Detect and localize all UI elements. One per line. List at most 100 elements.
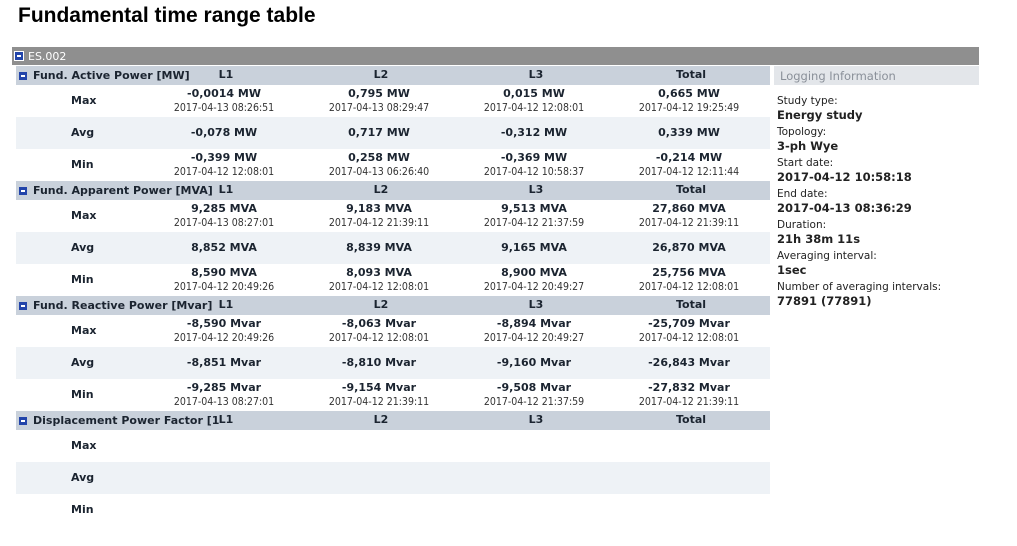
table-cell: 0,258 MW 2017-04-13 06:26:40: [304, 151, 454, 179]
collapse-icon[interactable]: [18, 415, 28, 426]
logging-info-item: Start date: 2017-04-12 10:58:18: [774, 157, 979, 184]
logging-info-value: 2017-04-13 08:36:29: [777, 201, 912, 215]
collapse-icon[interactable]: [18, 70, 28, 81]
cell-value: -8,810 Mvar: [341, 356, 417, 369]
cell-timestamp: 2017-04-12 19:25:49: [638, 102, 740, 114]
cell-value: -9,508 Mvar: [496, 381, 572, 394]
cell-timestamp: 2017-04-12 12:08:01: [638, 281, 740, 293]
table-cell: -8,590 Mvar 2017-04-12 20:49:26: [149, 317, 299, 345]
logging-info-header: Logging Information: [774, 66, 979, 85]
table-cell: -27,832 Mvar 2017-04-12 21:39:11: [614, 381, 764, 409]
cell-value: -0,312 MW: [500, 126, 568, 139]
table-row: Avg -8,851 Mvar -8,810 Mvar -9,160 Mvar -26,…: [16, 347, 770, 379]
collapse-icon[interactable]: [14, 51, 24, 61]
table-cell: 25,756 MVA 2017-04-12 12:08:01: [614, 266, 764, 294]
table-cell: 27,860 MVA 2017-04-12 21:39:11: [614, 202, 764, 230]
column-header: Total: [675, 68, 707, 81]
table-cell: 0,717 MW: [304, 126, 454, 140]
cell-value: -8,894 Mvar: [496, 317, 572, 330]
cell-timestamp: 2017-04-13 08:26:51: [173, 102, 275, 114]
section-header[interactable]: Fund. Active Power [MW] L1 L2 L3 Total: [16, 66, 770, 85]
table-cell: 9,285 MVA 2017-04-13 08:27:01: [149, 202, 299, 230]
column-header: Total: [675, 413, 707, 426]
logging-info-label: End date:: [777, 188, 828, 200]
logging-info-panel: Logging Information Study type: Energy st…: [774, 66, 979, 308]
column-header: L2: [373, 298, 389, 311]
table-cell: -9,285 Mvar 2017-04-13 08:27:01: [149, 381, 299, 409]
column-header: L1: [218, 183, 234, 196]
section-header[interactable]: Displacement Power Factor [1 L1 L2 L3 Total: [16, 411, 770, 430]
row-label: Min: [71, 503, 94, 516]
table-cell: 26,870 MVA: [614, 241, 764, 255]
cell-timestamp: 2017-04-12 12:08:01: [328, 281, 430, 293]
column-header: L1: [218, 413, 234, 426]
section-header[interactable]: Fund. Reactive Power [Mvar] L1 L2 L3 Total: [16, 296, 770, 315]
cell-value: -9,285 Mvar: [186, 381, 262, 394]
study-node-bar[interactable]: ES.002: [12, 47, 979, 65]
table-cell: -0,312 MW: [459, 126, 609, 140]
table-cell: -0,369 MW 2017-04-12 10:58:37: [459, 151, 609, 179]
collapse-icon[interactable]: [18, 300, 28, 311]
column-header: L3: [528, 413, 544, 426]
table-cell: 0,795 MW 2017-04-13 08:29:47: [304, 87, 454, 115]
logging-info-value: 77891 (77891): [777, 294, 872, 308]
cell-value: 8,839 MVA: [346, 241, 412, 254]
table-cell: -8,851 Mvar: [149, 356, 299, 370]
logging-info-item: Number of averaging intervals: 77891 (778…: [774, 281, 979, 308]
cell-timestamp: 2017-04-13 06:26:40: [328, 166, 430, 178]
collapse-icon[interactable]: [18, 185, 28, 196]
column-header: L3: [528, 298, 544, 311]
column-header: L1: [218, 298, 234, 311]
table-cell: -9,154 Mvar 2017-04-12 21:39:11: [304, 381, 454, 409]
section-header[interactable]: Fund. Apparent Power [MVA] L1 L2 L3 Total: [16, 181, 770, 200]
column-header: Total: [675, 298, 707, 311]
cell-value: 0,339 MW: [658, 126, 720, 139]
table-row: Min -9,285 Mvar 2017-04-13 08:27:01 -9,154 …: [16, 379, 770, 411]
cell-timestamp: 2017-04-12 10:58:37: [483, 166, 585, 178]
cell-timestamp: 2017-04-12 12:08:01: [328, 332, 430, 344]
cell-timestamp: 2017-04-12 20:49:26: [173, 281, 275, 293]
cell-value: 0,795 MW: [348, 87, 410, 100]
column-header: L3: [528, 183, 544, 196]
column-header: L2: [373, 183, 389, 196]
table-row: Max -8,590 Mvar 2017-04-12 20:49:26 -8,063 …: [16, 315, 770, 347]
cell-value: 8,852 MVA: [191, 241, 257, 254]
section-title: Displacement Power Factor [1: [33, 414, 220, 427]
cell-value: 8,590 MVA: [191, 266, 257, 279]
column-header: Total: [675, 183, 707, 196]
cell-timestamp: 2017-04-12 21:37:59: [483, 396, 585, 408]
table-row: Avg: [16, 462, 770, 494]
table-cell: 8,093 MVA 2017-04-12 12:08:01: [304, 266, 454, 294]
time-range-table: Fund. Active Power [MW] L1 L2 L3 Total Max -0,…: [16, 66, 770, 526]
table-cell: 0,015 MW 2017-04-12 12:08:01: [459, 87, 609, 115]
cell-timestamp: 2017-04-12 20:49:27: [483, 281, 585, 293]
cell-value: -27,832 Mvar: [648, 381, 730, 394]
cell-value: -0,214 MW: [655, 151, 723, 164]
table-cell: 0,339 MW: [614, 126, 764, 140]
table-cell: 8,839 MVA: [304, 241, 454, 255]
cell-value: 27,860 MVA: [652, 202, 726, 215]
cell-value: -0,399 MW: [190, 151, 258, 164]
page-title: Fundamental time range table: [18, 4, 316, 27]
table-cell: -8,894 Mvar 2017-04-12 20:49:27: [459, 317, 609, 345]
section-title: Fund. Reactive Power [Mvar]: [33, 299, 213, 312]
cell-timestamp: 2017-04-12 21:39:11: [328, 217, 430, 229]
cell-timestamp: 2017-04-12 12:08:01: [638, 332, 740, 344]
table-cell: -0,214 MW 2017-04-12 12:11:44: [614, 151, 764, 179]
table-cell: -25,709 Mvar 2017-04-12 12:08:01: [614, 317, 764, 345]
table-cell: 9,165 MVA: [459, 241, 609, 255]
cell-value: 0,015 MW: [503, 87, 565, 100]
row-label: Avg: [71, 471, 95, 484]
logging-info-item: Topology: 3-ph Wye: [774, 126, 979, 153]
table-cell: 9,513 MVA 2017-04-12 21:37:59: [459, 202, 609, 230]
cell-value: -0,0014 MW: [187, 87, 261, 100]
cell-value: -0,078 MW: [190, 126, 258, 139]
logging-info-label: Start date:: [777, 157, 834, 169]
cell-value: 0,717 MW: [348, 126, 410, 139]
logging-info-value: 2017-04-12 10:58:18: [777, 170, 912, 184]
logging-info-item: End date: 2017-04-13 08:36:29: [774, 188, 979, 215]
cell-timestamp: 2017-04-12 12:11:44: [638, 166, 740, 178]
logging-info-label: Topology:: [777, 126, 827, 138]
cell-value: 26,870 MVA: [652, 241, 726, 254]
logging-info-value: Energy study: [777, 108, 863, 122]
